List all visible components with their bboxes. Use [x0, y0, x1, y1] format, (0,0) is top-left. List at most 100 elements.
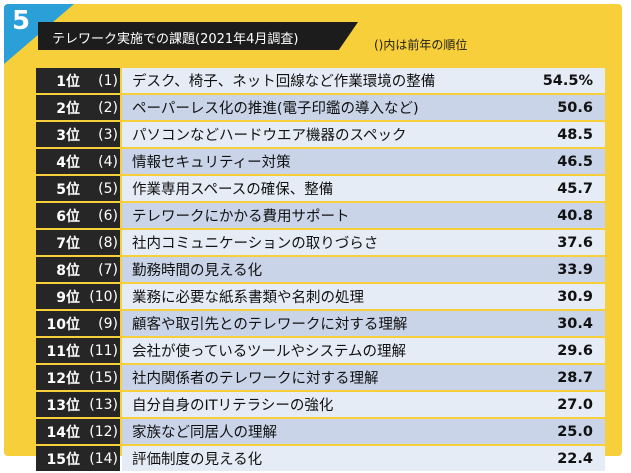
- rank-cell: 15位 (14): [36, 446, 120, 471]
- table-row: 5位 (5) 作業専用スペースの確保、整備 45.7: [36, 176, 605, 201]
- rank-cell: 9位 (10): [36, 284, 120, 309]
- row-body: 自分自身のITリテラシーの強化 27.0: [122, 392, 605, 417]
- percentage-value: 45.7: [557, 180, 593, 197]
- chart-number: 5: [12, 6, 31, 36]
- issue-label: 情報セキュリティー対策: [132, 155, 291, 171]
- chart-title: テレワーク実施での課題(2021年4月調査): [52, 32, 299, 47]
- previous-rank: (12): [89, 423, 118, 440]
- current-rank: 5位: [56, 181, 80, 198]
- previous-rank: (15): [89, 369, 118, 386]
- previous-rank: (10): [89, 288, 118, 305]
- table-row: 7位 (8) 社内コミュニケーションの取りづらさ 37.6: [36, 230, 605, 255]
- rank-cell: 14位 (12): [36, 419, 120, 444]
- previous-rank: (4): [98, 153, 118, 170]
- issue-label: 勤務時間の見える化: [132, 263, 263, 279]
- ranking-table: 1位 (1) デスク、椅子、ネット回線など作業環境の整備 54.5% 2位 (2) ペーパー…: [36, 68, 605, 473]
- percentage-value: 27.0: [557, 396, 593, 413]
- current-rank: 9位: [56, 289, 80, 306]
- row-body: 社内関係者のテレワークに対する理解 28.7: [122, 365, 605, 390]
- row-body: 業務に必要な紙系書類や名刺の処理 30.9: [122, 284, 605, 309]
- rank-cell: 12位 (15): [36, 365, 120, 390]
- previous-rank: (11): [89, 342, 118, 359]
- issue-label: パソコンなどハードウエア機器のスペック: [132, 128, 407, 144]
- issue-label: 社内関係者のテレワークに対する理解: [132, 371, 379, 387]
- issue-label: 自分自身のITリテラシーの強化: [132, 398, 334, 414]
- table-row: 6位 (6) テレワークにかかる費用サポート 40.8: [36, 203, 605, 228]
- table-row: 14位 (12) 家族など同居人の理解 25.0: [36, 419, 605, 444]
- current-rank: 4位: [56, 154, 80, 171]
- percentage-value: 22.4: [557, 450, 593, 467]
- previous-rank: (13): [89, 396, 118, 413]
- previous-rank: (5): [98, 180, 118, 197]
- rank-cell: 4位 (4): [36, 149, 120, 174]
- issue-label: 業務に必要な紙系書類や名刺の処理: [132, 290, 364, 306]
- table-row: 13位 (13) 自分自身のITリテラシーの強化 27.0: [36, 392, 605, 417]
- percentage-value: 33.9: [557, 261, 593, 278]
- row-body: パソコンなどハードウエア機器のスペック 48.5: [122, 122, 605, 147]
- rank-cell: 3位 (3): [36, 122, 120, 147]
- previous-rank: (8): [98, 234, 118, 251]
- percentage-value: 37.6: [557, 234, 593, 251]
- rank-cell: 1位 (1): [36, 68, 120, 93]
- percentage-value: 46.5: [557, 153, 593, 170]
- row-body: 勤務時間の見える化 33.9: [122, 257, 605, 282]
- row-body: テレワークにかかる費用サポート 40.8: [122, 203, 605, 228]
- row-body: 作業専用スペースの確保、整備 45.7: [122, 176, 605, 201]
- table-row: 12位 (15) 社内関係者のテレワークに対する理解 28.7: [36, 365, 605, 390]
- issue-label: テレワークにかかる費用サポート: [132, 209, 350, 225]
- percentage-value: 30.4: [557, 315, 593, 332]
- row-body: 顧客や取引先とのテレワークに対する理解 30.4: [122, 311, 605, 336]
- table-row: 4位 (4) 情報セキュリティー対策 46.5: [36, 149, 605, 174]
- row-body: 評価制度の見える化 22.4: [122, 446, 605, 471]
- table-row: 3位 (3) パソコンなどハードウエア機器のスペック 48.5: [36, 122, 605, 147]
- percentage-value: 28.7: [557, 369, 593, 386]
- issue-label: デスク、椅子、ネット回線など作業環境の整備: [132, 74, 436, 90]
- percentage-value: 54.5%: [542, 72, 593, 89]
- previous-rank: (1): [98, 72, 118, 89]
- row-body: 社内コミュニケーションの取りづらさ 37.6: [122, 230, 605, 255]
- current-rank: 3位: [56, 127, 80, 144]
- issue-label: 社内コミュニケーションの取りづらさ: [132, 236, 379, 252]
- rank-cell: 13位 (13): [36, 392, 120, 417]
- previous-rank: (14): [89, 450, 118, 467]
- issue-label: 顧客や取引先とのテレワークに対する理解: [132, 317, 408, 333]
- row-body: 家族など同居人の理解 25.0: [122, 419, 605, 444]
- row-body: ペーパーレス化の推進(電子印鑑の導入など) 50.6: [122, 95, 605, 120]
- title-bar: テレワーク実施での課題(2021年4月調査): [38, 22, 358, 50]
- rank-cell: 10位 (9): [36, 311, 120, 336]
- current-rank: 1位: [56, 73, 80, 90]
- previous-rank: (2): [98, 99, 118, 116]
- current-rank: 13位: [46, 397, 80, 414]
- current-rank: 8位: [56, 262, 80, 279]
- current-rank: 15位: [46, 451, 80, 468]
- rank-cell: 6位 (6): [36, 203, 120, 228]
- table-row: 10位 (9) 顧客や取引先とのテレワークに対する理解 30.4: [36, 311, 605, 336]
- rank-cell: 11位 (11): [36, 338, 120, 363]
- previous-rank: (9): [98, 315, 118, 332]
- rank-cell: 2位 (2): [36, 95, 120, 120]
- table-row: 15位 (14) 評価制度の見える化 22.4: [36, 446, 605, 471]
- current-rank: 12位: [46, 370, 80, 387]
- table-row: 2位 (2) ペーパーレス化の推進(電子印鑑の導入など) 50.6: [36, 95, 605, 120]
- percentage-value: 29.6: [557, 342, 593, 359]
- row-body: デスク、椅子、ネット回線など作業環境の整備 54.5%: [122, 68, 605, 93]
- percentage-value: 30.9: [557, 288, 593, 305]
- table-row: 9位 (10) 業務に必要な紙系書類や名刺の処理 30.9: [36, 284, 605, 309]
- row-body: 会社が使っているツールやシステムの理解 29.6: [122, 338, 605, 363]
- issue-label: 評価制度の見える化: [132, 452, 263, 468]
- current-rank: 10位: [46, 316, 80, 333]
- current-rank: 14位: [46, 424, 80, 441]
- current-rank: 7位: [56, 235, 80, 252]
- rank-cell: 5位 (5): [36, 176, 120, 201]
- issue-label: 家族など同居人の理解: [132, 425, 277, 441]
- current-rank: 2位: [56, 100, 80, 117]
- rank-cell: 8位 (7): [36, 257, 120, 282]
- current-rank: 11位: [46, 343, 80, 360]
- percentage-value: 50.6: [557, 99, 593, 116]
- previous-rank: (6): [98, 207, 118, 224]
- issue-label: 会社が使っているツールやシステムの理解: [132, 344, 407, 360]
- percentage-value: 25.0: [557, 423, 593, 440]
- table-row: 8位 (7) 勤務時間の見える化 33.9: [36, 257, 605, 282]
- table-row: 11位 (11) 会社が使っているツールやシステムの理解 29.6: [36, 338, 605, 363]
- previous-rank: (7): [98, 261, 118, 278]
